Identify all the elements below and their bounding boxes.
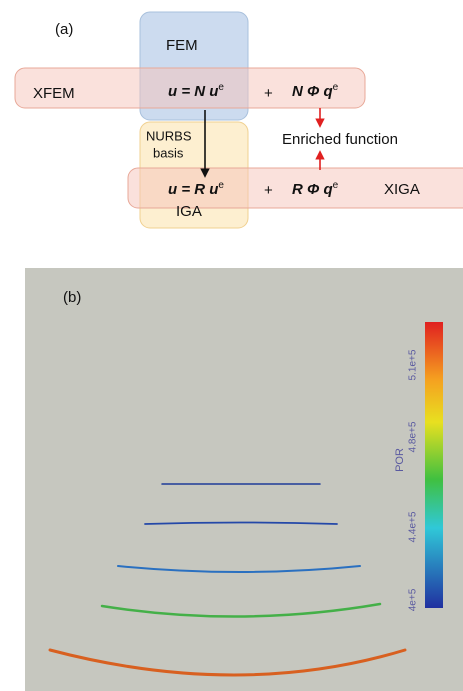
iga-label: IGA: [176, 203, 202, 220]
plus: +: [264, 182, 273, 199]
plus: +: [264, 85, 273, 102]
xfem-enrichment: N Φ qe: [292, 82, 339, 100]
enriched-label: Enriched function: [282, 131, 398, 148]
fem-equation: u = N ue: [168, 82, 224, 100]
panel-a: (a) FEM XFEM IGA XIGA u = N ue + N Φ qe …: [15, 12, 463, 228]
fem-label: FEM: [166, 37, 198, 54]
xfem-label: XFEM: [33, 85, 75, 102]
colorbar-tick: 5.1e+5: [408, 349, 419, 380]
xiga-enrichment: R Φ qe: [292, 180, 339, 198]
simulation-view: [25, 268, 463, 691]
colorbar-title: POR: [394, 448, 406, 472]
colorbar-tick: 4.8e+5: [408, 421, 419, 452]
panel-label: (b): [63, 289, 81, 306]
colorbar-tick: 4.4e+5: [408, 511, 419, 542]
xiga-label: XIGA: [384, 181, 420, 198]
panel-label: (a): [55, 21, 73, 38]
nurbs-label: NURBS: [146, 128, 192, 143]
colorbar-tick: 4e+5: [408, 588, 419, 611]
iga-equation: u = R ue: [168, 180, 224, 198]
nurbs-label: basis: [153, 145, 184, 160]
colorbar: [425, 322, 443, 608]
panel-b: (b) POR 5.1e+5 4.8e+5 4.4e+5 4e+5: [25, 268, 463, 691]
figure: (a) FEM XFEM IGA XIGA u = N ue + N Φ qe …: [0, 0, 463, 691]
